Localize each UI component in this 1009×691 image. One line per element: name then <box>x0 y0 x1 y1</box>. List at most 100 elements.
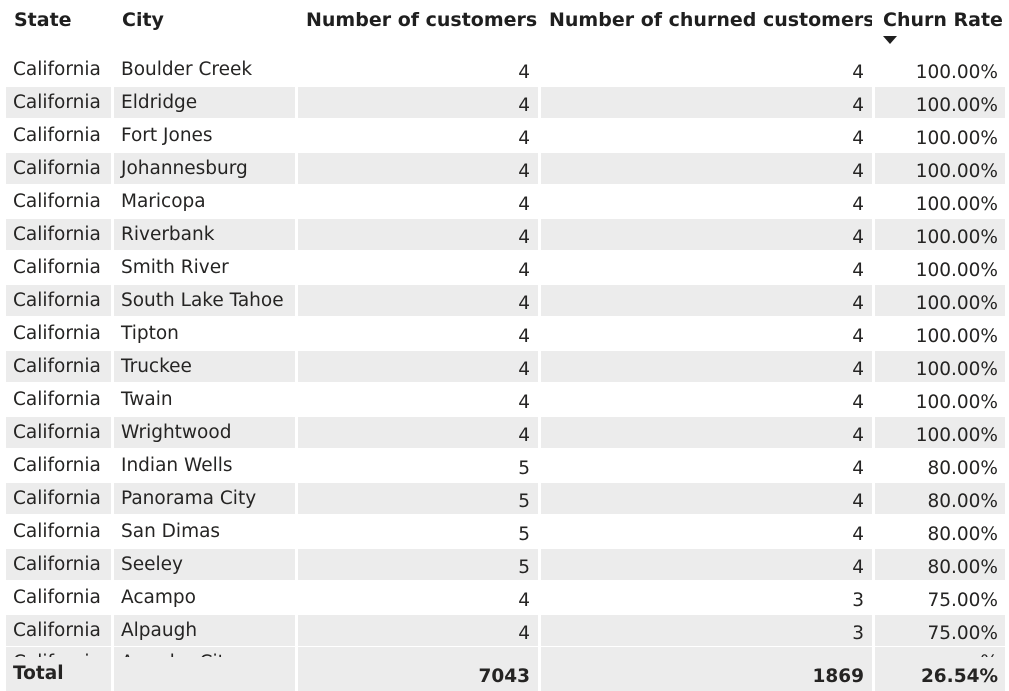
cell-city: Maricopa <box>114 186 295 217</box>
cell-churn-rate: 100.00% <box>875 120 1005 151</box>
table-row[interactable]: California Boulder Creek 4 4 100.00% <box>0 54 1009 87</box>
cell-churn-rate: 100.00% <box>875 87 1005 118</box>
cell-state: California <box>6 615 111 646</box>
cell-city: Tipton <box>114 318 295 349</box>
column-header-state[interactable]: State <box>6 0 111 50</box>
total-label: Total <box>6 657 111 691</box>
cell-churned <box>541 647 872 657</box>
cell-state: California <box>6 120 111 151</box>
cell-state: California <box>6 450 111 481</box>
cell-churn-rate: 75.00% <box>875 582 1005 613</box>
table-row[interactable]: California Indian Wells 5 4 80.00% <box>0 450 1009 483</box>
cell-churn-rate: 80.00% <box>875 450 1005 481</box>
cell-customers: 4 <box>298 384 538 415</box>
cell-state: California <box>6 153 111 184</box>
table-row[interactable]: California Truckee 4 4 100.00% <box>0 351 1009 384</box>
cell-customers <box>298 647 538 657</box>
cell-city: Wrightwood <box>114 417 295 448</box>
cell-city: Amador City <box>114 647 295 657</box>
cell-customers: 4 <box>298 54 538 85</box>
cell-city: Riverbank <box>114 219 295 250</box>
cell-city: Alpaugh <box>114 615 295 646</box>
cell-churn-rate: 80.00% <box>875 483 1005 514</box>
cell-city: South Lake Tahoe <box>114 285 295 316</box>
table-row[interactable]: California Johannesburg 4 4 100.00% <box>0 153 1009 186</box>
cell-churn-rate: 75.00% <box>875 615 1005 646</box>
cell-city: Truckee <box>114 351 295 382</box>
cell-city: Acampo <box>114 582 295 613</box>
cell-churned: 4 <box>541 450 872 481</box>
cell-churned: 4 <box>541 120 872 151</box>
cell-churned: 4 <box>541 351 872 382</box>
table-row[interactable]: California Riverbank 4 4 100.00% <box>0 219 1009 252</box>
table-row[interactable]: California Eldridge 4 4 100.00% <box>0 87 1009 120</box>
sort-descending-icon[interactable] <box>883 36 897 44</box>
table-row[interactable]: California San Dimas 5 4 80.00% <box>0 516 1009 549</box>
total-churn-rate: 26.54% <box>875 657 1005 691</box>
cell-churned: 4 <box>541 549 872 580</box>
column-header-number-of-customers[interactable]: Number of customers <box>298 0 538 50</box>
cell-state: California <box>6 647 111 657</box>
cell-churn-rate: 100.00% <box>875 318 1005 349</box>
cell-churn-rate: 100.00% <box>875 219 1005 250</box>
cell-state: California <box>6 318 111 349</box>
cell-customers: 4 <box>298 582 538 613</box>
cell-customers: 4 <box>298 285 538 316</box>
table-row[interactable]: California Wrightwood 4 4 100.00% <box>0 417 1009 450</box>
table-row[interactable]: California Panorama City 5 4 80.00% <box>0 483 1009 516</box>
cell-city: Twain <box>114 384 295 415</box>
table-row[interactable]: California Alpaugh 4 3 75.00% <box>0 615 1009 648</box>
cell-churn-rate: 80.00% <box>875 549 1005 580</box>
cell-churned: 3 <box>541 615 872 646</box>
table-row[interactable]: California Smith River 4 4 100.00% <box>0 252 1009 285</box>
table-header-row: State City Number of customers Number of… <box>0 0 1009 52</box>
column-header-number-of-churned-customers[interactable]: Number of churned customers <box>541 0 872 50</box>
cell-customers: 4 <box>298 417 538 448</box>
table-row[interactable]: California Acampo 4 3 75.00% <box>0 582 1009 615</box>
cell-churn-rate: 100.00% <box>875 417 1005 448</box>
total-churned: 1869 <box>541 657 872 691</box>
table-row[interactable]: California Tipton 4 4 100.00% <box>0 318 1009 351</box>
total-customers: 7043 <box>298 657 538 691</box>
table-row[interactable]: California South Lake Tahoe 4 4 100.00% <box>0 285 1009 318</box>
cell-state: California <box>6 417 111 448</box>
cell-city: Boulder Creek <box>114 54 295 85</box>
cell-churned: 4 <box>541 384 872 415</box>
cell-customers: 4 <box>298 87 538 118</box>
table-row[interactable]: California Seeley 5 4 80.00% <box>0 549 1009 582</box>
table-row-partial: California Amador City % <box>0 647 1009 657</box>
table-row[interactable]: California Fort Jones 4 4 100.00% <box>0 120 1009 153</box>
cell-customers: 4 <box>298 351 538 382</box>
cell-churned: 4 <box>541 417 872 448</box>
table-row[interactable]: California Maricopa 4 4 100.00% <box>0 186 1009 219</box>
cell-churn-rate: 100.00% <box>875 384 1005 415</box>
cell-city: Johannesburg <box>114 153 295 184</box>
cell-churn-rate: 80.00% <box>875 516 1005 547</box>
cell-customers: 4 <box>298 252 538 283</box>
cell-churned: 4 <box>541 252 872 283</box>
cell-customers: 5 <box>298 549 538 580</box>
cell-churn-rate: 100.00% <box>875 186 1005 217</box>
cell-churn-rate: 100.00% <box>875 285 1005 316</box>
cell-state: California <box>6 516 111 547</box>
cell-state: California <box>6 219 111 250</box>
cell-churned: 3 <box>541 582 872 613</box>
table-row[interactable]: California Twain 4 4 100.00% <box>0 384 1009 417</box>
cell-state: California <box>6 351 111 382</box>
cell-customers: 5 <box>298 450 538 481</box>
cell-customers: 4 <box>298 219 538 250</box>
cell-state: California <box>6 186 111 217</box>
cell-state: California <box>6 285 111 316</box>
cell-churn-rate: % <box>875 647 1005 657</box>
cell-churn-rate: 100.00% <box>875 252 1005 283</box>
cell-customers: 4 <box>298 615 538 646</box>
cell-churn-rate: 100.00% <box>875 153 1005 184</box>
cell-state: California <box>6 582 111 613</box>
column-header-city[interactable]: City <box>114 0 295 50</box>
cell-city: San Dimas <box>114 516 295 547</box>
cell-city: Fort Jones <box>114 120 295 151</box>
cell-state: California <box>6 252 111 283</box>
cell-city: Indian Wells <box>114 450 295 481</box>
cell-churned: 4 <box>541 483 872 514</box>
